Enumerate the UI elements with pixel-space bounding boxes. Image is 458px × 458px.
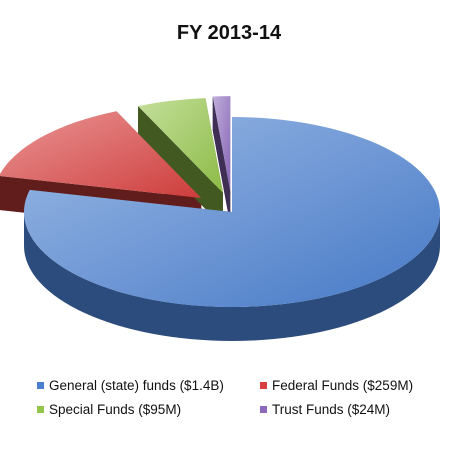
pie-slices <box>0 96 441 307</box>
legend-swatch-special <box>37 406 44 413</box>
legend-swatch-trust <box>260 406 267 413</box>
pie-slice-general <box>24 117 441 307</box>
legend-label-special: Special Funds ($95M) <box>49 402 182 417</box>
slice-side-general-rim <box>24 212 440 341</box>
legend-item-special: Special Funds ($95M) <box>37 402 260 417</box>
slice-side-special-back <box>138 106 224 227</box>
legend-item-trust: Trust Funds ($24M) <box>260 402 447 417</box>
legend-label-federal: Federal Funds ($259M) <box>272 378 414 393</box>
pie-slice-federal <box>0 111 202 198</box>
slice-side-trust-back <box>212 96 231 226</box>
legend-item-general: General (state) funds ($1.4B) <box>37 378 260 393</box>
legend-swatch-general <box>37 382 44 389</box>
legend-item-federal: Federal Funds ($259M) <box>260 378 447 393</box>
legend-label-trust: Trust Funds ($24M) <box>272 402 391 417</box>
pie-slice-special <box>138 98 224 193</box>
chart-legend: General (state) funds ($1.4B) Federal Fu… <box>37 378 447 417</box>
legend-swatch-federal <box>260 382 267 389</box>
chart-title: FY 2013-14 <box>176 22 282 44</box>
legend-label-general: General (state) funds ($1.4B) <box>49 378 224 393</box>
pie-slice-trust <box>212 96 231 192</box>
